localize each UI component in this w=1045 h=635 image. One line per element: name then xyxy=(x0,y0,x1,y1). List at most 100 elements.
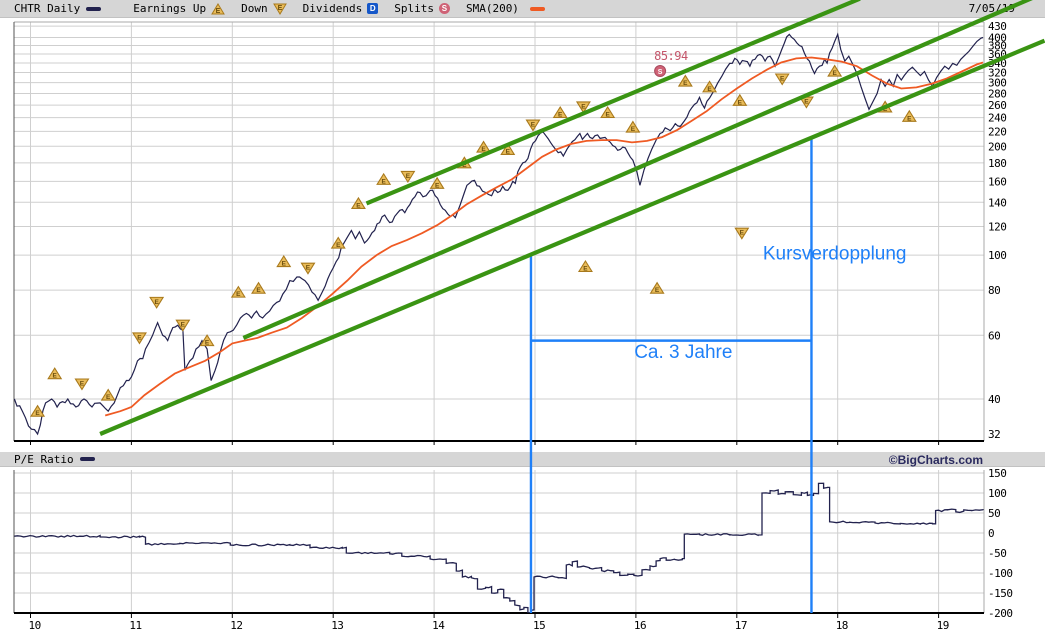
earnings-down-marker xyxy=(400,170,416,184)
price-axis-label: 140 xyxy=(988,196,1006,209)
svg-text:E: E xyxy=(707,86,712,93)
pe-ratio-bar: P/E Ratio ©BigCharts.com xyxy=(0,452,1045,467)
earnings-down-marker xyxy=(131,332,147,345)
pe-axis-label: 50 xyxy=(988,507,1000,520)
svg-text:E: E xyxy=(236,291,241,298)
earnings-down-marker xyxy=(525,119,541,132)
earnings-up-marker xyxy=(276,254,292,268)
svg-text:E: E xyxy=(506,148,511,155)
price-axis-label: 32 xyxy=(988,428,1000,441)
pe-axis-label: 100 xyxy=(988,487,1006,500)
svg-text:E: E xyxy=(833,70,838,77)
chart-legend: Earnings Up E Down E Dividends D Splits xyxy=(133,2,567,15)
split-icon: S xyxy=(438,3,450,14)
pe-axis-label: -200 xyxy=(988,607,1013,620)
year-axis-label: 18 xyxy=(836,619,848,632)
svg-text:E: E xyxy=(216,8,221,15)
svg-text:E: E xyxy=(605,112,610,119)
year-axis-label: 17 xyxy=(735,619,747,632)
svg-text:E: E xyxy=(581,103,586,110)
earnings-up-marker xyxy=(350,196,366,209)
earnings-markers xyxy=(30,64,917,417)
split-marker xyxy=(654,65,667,78)
sma200-line xyxy=(104,56,984,417)
year-axis-label: 12 xyxy=(230,619,242,632)
svg-text:E: E xyxy=(804,99,809,106)
trendline-1 xyxy=(365,0,861,206)
svg-text:E: E xyxy=(738,99,743,106)
earnings-up-marker xyxy=(677,74,693,87)
legend-earnings-down: Down E xyxy=(241,2,287,15)
pe-axis-label: -50 xyxy=(988,547,1006,560)
svg-text:E: E xyxy=(106,394,111,401)
svg-text:E: E xyxy=(53,373,58,380)
trendline-3 xyxy=(99,38,1045,436)
price-axis-label: 400 xyxy=(988,31,1006,44)
pe-ratio-line xyxy=(14,482,984,613)
svg-text:E: E xyxy=(558,112,563,119)
earnings-down-icon: E xyxy=(272,3,287,15)
earnings-up-marker xyxy=(199,334,215,347)
price-axis-label: 200 xyxy=(988,140,1006,153)
svg-text:E: E xyxy=(683,80,688,87)
year-axis-label: 11 xyxy=(129,619,141,632)
measure-annotation xyxy=(529,137,813,613)
span-label: Ca. 3 Jahre xyxy=(634,342,732,363)
svg-text:E: E xyxy=(631,126,636,133)
trend-channel xyxy=(99,0,1045,436)
earnings-up-marker xyxy=(827,64,843,77)
sma-line-swatch xyxy=(529,6,545,11)
svg-text:E: E xyxy=(883,106,888,113)
svg-text:E: E xyxy=(435,182,440,189)
svg-text:E: E xyxy=(583,266,588,273)
earnings-up-marker xyxy=(330,236,346,249)
split-ratio-label: 85:94 xyxy=(654,49,688,63)
year-axis-label: 15 xyxy=(533,619,545,632)
pe-axis-label: -150 xyxy=(988,587,1013,600)
legend-sma: SMA(200) xyxy=(466,2,551,15)
svg-text:E: E xyxy=(780,76,785,83)
price-axis-label: 320 xyxy=(988,66,1006,79)
bigcharts-copyright: ©BigCharts.com xyxy=(888,453,983,467)
earnings-up-marker xyxy=(47,367,63,380)
pe-ratio-label: P/E Ratio xyxy=(14,452,74,466)
earnings-up-icon: E xyxy=(211,2,225,15)
pe-line-swatch xyxy=(79,457,95,461)
earnings-up-marker xyxy=(500,142,516,156)
price-axis-label: 240 xyxy=(988,112,1006,125)
pe-axis-label: 150 xyxy=(988,467,1006,480)
svg-text:E: E xyxy=(282,261,287,268)
earnings-up-marker xyxy=(30,404,46,417)
price-axis-label: 380 xyxy=(988,40,1006,53)
year-axis-label: 10 xyxy=(29,619,41,632)
svg-text:E: E xyxy=(80,381,85,388)
symbol-title: CHTR Daily xyxy=(14,2,81,15)
earnings-up-marker xyxy=(577,259,593,273)
earnings-up-marker xyxy=(600,105,616,119)
legend-splits: Splits S xyxy=(394,2,450,15)
svg-text:E: E xyxy=(740,230,745,237)
svg-text:E: E xyxy=(356,202,361,209)
svg-text:E: E xyxy=(137,334,142,341)
svg-text:E: E xyxy=(154,299,159,306)
earnings-up-marker xyxy=(429,176,445,189)
price-axis-label: 220 xyxy=(988,125,1006,138)
earnings-up-marker xyxy=(901,109,917,122)
svg-text:E: E xyxy=(35,410,40,417)
earnings-up-marker xyxy=(702,80,718,93)
svg-text:E: E xyxy=(277,5,282,12)
year-axis-label: 19 xyxy=(937,619,949,632)
svg-text:E: E xyxy=(481,146,486,153)
doubling-label: Kursverdopplung xyxy=(763,244,907,265)
trendline-2 xyxy=(242,0,1033,340)
svg-text:E: E xyxy=(205,340,210,347)
svg-text:E: E xyxy=(907,115,912,122)
axes xyxy=(13,21,985,618)
price-axis-label: 300 xyxy=(988,77,1006,90)
earnings-down-marker xyxy=(774,73,790,86)
earnings-up-marker xyxy=(476,140,492,153)
earnings-up-marker xyxy=(251,281,267,294)
price-axis-label: 80 xyxy=(988,284,1000,297)
earnings-up-marker xyxy=(625,120,641,133)
svg-text:E: E xyxy=(531,122,536,129)
